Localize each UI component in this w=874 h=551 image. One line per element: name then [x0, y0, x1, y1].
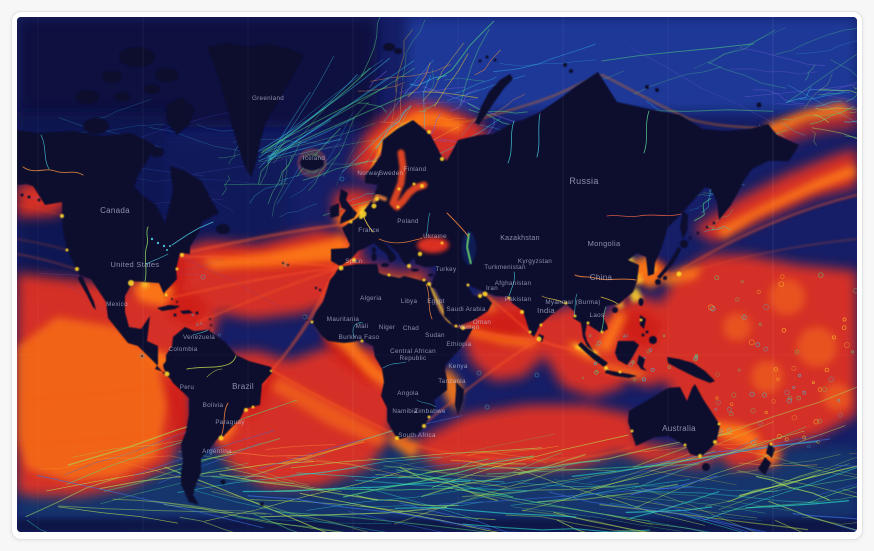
country-label: Greenland — [252, 95, 284, 102]
country-label: Poland — [397, 218, 419, 225]
country-label: Saudi Arabia — [446, 306, 486, 313]
country-label: Turkmenistan — [484, 264, 526, 271]
country-label: Egypt — [427, 298, 445, 305]
country-label: Spain — [345, 258, 363, 265]
world-map-canvas: Canada United States Mexico Greenland Icelan… — [17, 17, 857, 532]
country-label: Oman — [473, 319, 492, 326]
country-label: Finland — [404, 166, 427, 173]
country-label: Tanzania — [438, 378, 466, 385]
country-label: Libya — [401, 298, 418, 305]
country-labels-layer: Canada United States Mexico Greenland Icelan… — [100, 95, 696, 455]
country-label: Norway — [357, 170, 381, 177]
graticule-layer — [17, 17, 857, 532]
country-label: Iceland — [303, 155, 326, 162]
river-tracks-layer — [22, 110, 682, 438]
map-card: Canada United States Mexico Greenland Icelan… — [11, 11, 863, 540]
country-label: Sweden — [379, 170, 404, 177]
country-label: South Africa — [398, 432, 436, 439]
country-label: Central African Republic — [390, 348, 436, 362]
country-label: Burkina Faso — [339, 334, 380, 341]
country-label: Yemen — [459, 324, 480, 331]
country-label: India — [537, 306, 555, 315]
country-label: Afghanistan — [495, 280, 532, 287]
country-label: Myanmar (Burma) — [545, 299, 600, 306]
country-label: Canada — [100, 206, 130, 215]
country-label: Laos — [590, 312, 605, 319]
inland-seas-layer — [22, 110, 773, 458]
lake-tracks-layer — [150, 237, 171, 251]
landmass-layer — [17, 43, 799, 506]
country-label: Kazakhstan — [500, 235, 540, 242]
country-label: Niger — [379, 324, 396, 331]
country-label: Kyrgyzstan — [518, 258, 552, 265]
country-label: Mexico — [106, 301, 128, 308]
country-label: Chad — [403, 325, 419, 332]
country-label: Russia — [569, 176, 598, 186]
country-label: Kenya — [448, 363, 468, 370]
country-label: Venezuela — [183, 334, 215, 341]
country-label: Ukraine — [423, 233, 447, 240]
country-label: Mongolia — [588, 239, 621, 248]
country-label: Turkey — [436, 266, 457, 273]
country-label: Zimbabwe — [414, 408, 446, 415]
country-label: Bolivia — [203, 402, 224, 409]
country-label: Colombia — [169, 346, 198, 353]
country-label: Argentina — [202, 448, 232, 455]
country-label: United States — [111, 260, 160, 269]
country-label: Algeria — [360, 295, 382, 302]
country-label: Peru — [180, 384, 195, 391]
country-label: Paraguay — [215, 419, 245, 426]
country-label: Brazil — [232, 382, 254, 391]
country-label: Pakistan — [505, 296, 532, 303]
country-label: Mauritania — [327, 316, 360, 323]
country-label: Ethiopia — [446, 341, 471, 348]
port-glow-layer — [60, 130, 773, 458]
country-label: Iran — [486, 285, 498, 292]
country-label: Mali — [356, 323, 369, 330]
world-map[interactable]: Canada United States Mexico Greenland Icelan… — [17, 17, 857, 532]
country-label: China — [590, 273, 613, 282]
country-label: France — [358, 227, 380, 234]
country-label: Australia — [662, 424, 696, 433]
country-label: Angola — [397, 390, 419, 397]
country-label: Sudan — [425, 332, 445, 339]
country-label: Namibia — [392, 408, 417, 415]
fishing-speckles-layer — [139, 176, 857, 449]
